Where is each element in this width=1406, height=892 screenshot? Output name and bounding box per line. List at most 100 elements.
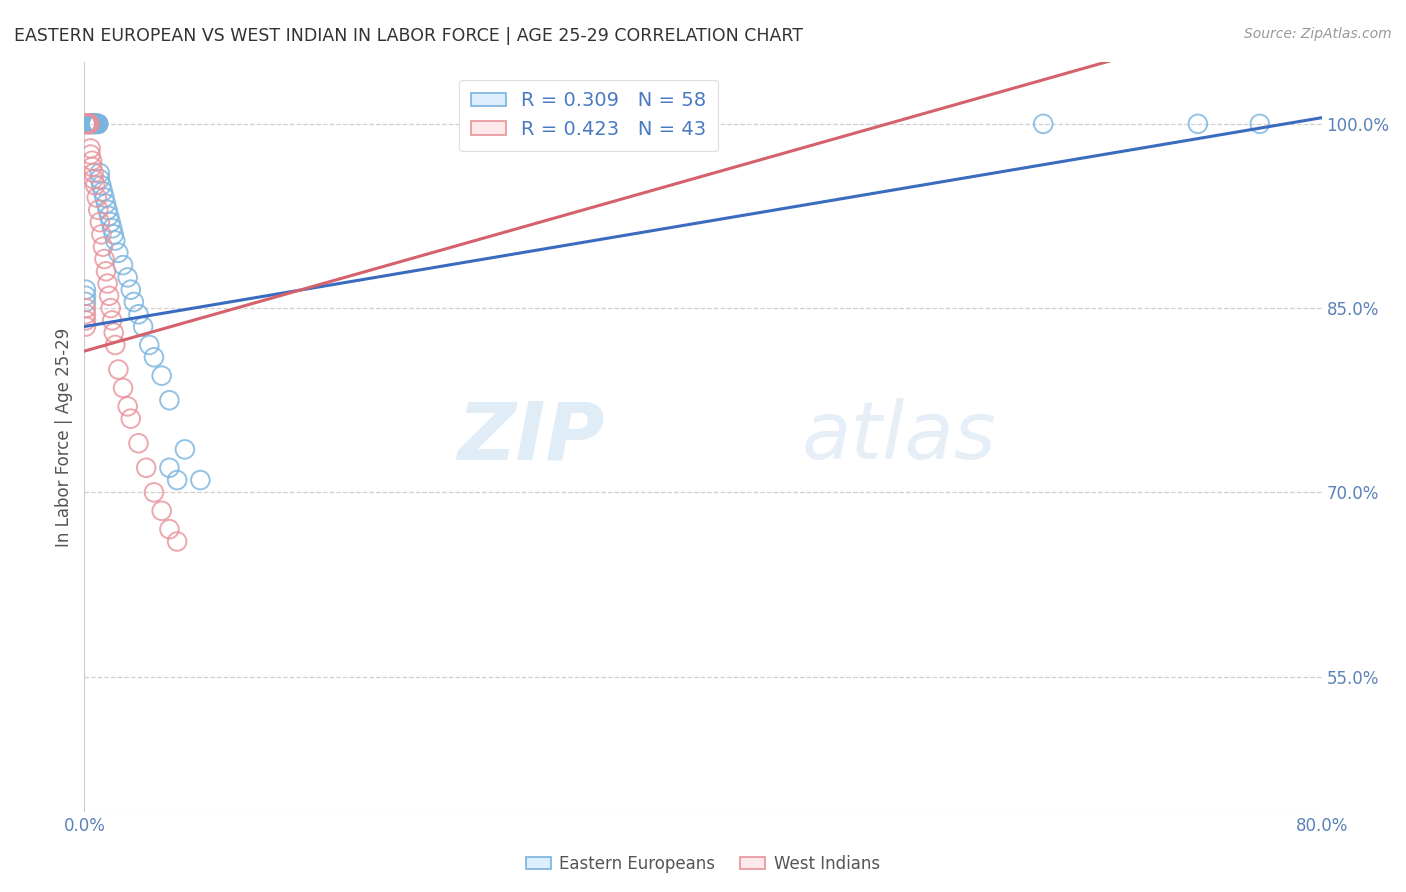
Point: [76, 117, 98, 131]
Point: [75, 313, 97, 327]
Point: [661, 117, 683, 131]
Point: [107, 362, 129, 376]
Point: [82, 117, 104, 131]
Point: [91, 240, 114, 254]
Point: [84, 178, 107, 193]
Point: [75, 301, 97, 315]
Point: [135, 460, 157, 475]
Text: ZIP: ZIP: [457, 398, 605, 476]
Point: [1187, 117, 1209, 131]
Point: [159, 393, 181, 408]
Point: [83, 117, 105, 131]
Point: [77, 117, 100, 131]
Point: [75, 307, 97, 321]
Point: [103, 326, 125, 340]
Point: [1032, 117, 1054, 131]
Point: [97, 202, 120, 217]
Point: [128, 307, 150, 321]
Point: [120, 411, 142, 425]
Point: [159, 460, 181, 475]
Text: EASTERN EUROPEAN VS WEST INDIAN IN LABOR FORCE | AGE 25-29 CORRELATION CHART: EASTERN EUROPEAN VS WEST INDIAN IN LABOR…: [14, 27, 803, 45]
Point: [75, 295, 97, 310]
Point: [82, 117, 104, 131]
Point: [89, 215, 111, 229]
Point: [93, 252, 115, 266]
Point: [159, 522, 181, 536]
Y-axis label: In Labor Force | Age 25-29: In Labor Force | Age 25-29: [55, 327, 73, 547]
Point: [143, 485, 166, 500]
Point: [90, 178, 112, 193]
Point: [75, 117, 97, 131]
Point: [112, 381, 135, 395]
Point: [150, 504, 173, 518]
Point: [100, 215, 122, 229]
Point: [100, 301, 122, 315]
Point: [117, 400, 139, 414]
Point: [75, 319, 97, 334]
Text: atlas: atlas: [801, 398, 997, 476]
Point: [75, 117, 97, 131]
Point: [143, 350, 166, 364]
Point: [94, 196, 117, 211]
Legend: R = 0.309   N = 58, R = 0.423   N = 43: R = 0.309 N = 58, R = 0.423 N = 43: [458, 79, 718, 151]
Point: [89, 172, 111, 186]
Point: [128, 436, 150, 450]
Point: [79, 117, 101, 131]
Point: [77, 117, 100, 131]
Point: [138, 338, 160, 352]
Point: [93, 190, 115, 204]
Point: [166, 534, 188, 549]
Point: [82, 117, 104, 131]
Point: [87, 202, 110, 217]
Point: [77, 117, 100, 131]
Point: [84, 117, 107, 131]
Point: [82, 153, 104, 168]
Point: [77, 117, 100, 131]
Point: [86, 190, 108, 204]
Point: [79, 117, 101, 131]
Point: [87, 117, 110, 131]
Point: [107, 245, 129, 260]
Point: [77, 117, 100, 131]
Point: [120, 283, 142, 297]
Point: [117, 270, 139, 285]
Legend: Eastern Europeans, West Indians: Eastern Europeans, West Indians: [519, 848, 887, 880]
Point: [83, 166, 105, 180]
Point: [174, 442, 197, 457]
Point: [75, 117, 97, 131]
Point: [166, 473, 188, 487]
Point: [82, 160, 104, 174]
Point: [75, 117, 97, 131]
Point: [122, 295, 145, 310]
Point: [112, 258, 135, 272]
Point: [98, 289, 121, 303]
Point: [101, 221, 124, 235]
Point: [76, 117, 98, 131]
Point: [76, 117, 98, 131]
Point: [83, 117, 105, 131]
Point: [150, 368, 173, 383]
Point: [98, 209, 121, 223]
Point: [76, 117, 98, 131]
Point: [188, 473, 212, 487]
Point: [90, 227, 112, 242]
Point: [89, 166, 111, 180]
Point: [86, 117, 108, 131]
Point: [84, 117, 107, 131]
Point: [86, 117, 108, 131]
Point: [1249, 117, 1271, 131]
Point: [132, 319, 155, 334]
Point: [79, 141, 101, 155]
Point: [75, 117, 97, 131]
Point: [104, 234, 127, 248]
Point: [77, 117, 100, 131]
Point: [76, 117, 98, 131]
Point: [97, 277, 120, 291]
Point: [84, 117, 107, 131]
Point: [101, 313, 124, 327]
Point: [77, 117, 100, 131]
Point: [79, 117, 101, 131]
Point: [91, 185, 114, 199]
Point: [103, 227, 125, 242]
Point: [94, 264, 117, 278]
